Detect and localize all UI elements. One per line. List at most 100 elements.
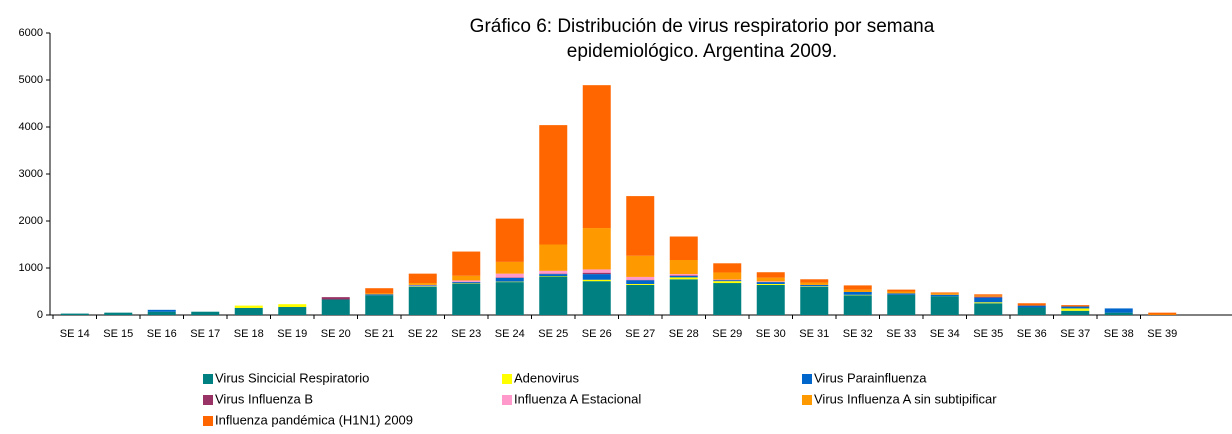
bar-segment: [1061, 306, 1090, 309]
bar-segment: [408, 283, 437, 285]
bar-segment: [626, 280, 655, 284]
x-tick-label: SE 16: [147, 328, 177, 340]
bar-segment: [1061, 305, 1090, 307]
legend-swatch: [502, 395, 512, 405]
bar-segment: [452, 282, 481, 284]
bar-segment: [495, 261, 524, 274]
bar-segment: [974, 302, 1003, 304]
legend-label: Influenza pandémica (H1N1) 2009: [215, 412, 413, 427]
bar-segment: [974, 296, 1003, 298]
bar-segment: [1017, 305, 1046, 308]
bar-segment: [626, 196, 655, 256]
bar-segment: [408, 273, 437, 284]
legend-swatch: [802, 374, 812, 384]
bar-segment: [800, 286, 829, 315]
x-tick-label: SE 19: [277, 328, 307, 340]
bar-segment: [930, 292, 959, 294]
x-tick-label: SE 18: [234, 328, 264, 340]
bar-segment: [1148, 312, 1177, 315]
bar-segment: [365, 295, 394, 315]
x-tick-label: SE 32: [843, 328, 873, 340]
bar-segment: [452, 275, 481, 281]
bar-segment: [278, 304, 307, 308]
legend-label: Virus Sincicial Respiratorio: [215, 370, 369, 385]
chart-title: epidemiológico. Argentina 2009.: [567, 41, 837, 62]
y-tick-label: 4000: [19, 121, 43, 133]
bar-segment: [974, 295, 1003, 297]
bar-segment: [669, 260, 698, 275]
bar-segment: [843, 289, 872, 292]
bar-segment: [887, 293, 916, 295]
x-tick-label: SE 34: [930, 328, 960, 340]
bar-segment: [974, 303, 1003, 315]
bar-segment: [669, 277, 698, 280]
bar-segment: [1061, 310, 1090, 315]
bar-segment: [756, 282, 785, 284]
bar-segment: [582, 274, 611, 280]
legend-swatch: [203, 416, 213, 426]
x-tick-label: SE 31: [799, 328, 829, 340]
y-tick-label: 6000: [19, 27, 43, 39]
x-tick-label: SE 39: [1147, 328, 1177, 340]
bar-segment: [843, 291, 872, 295]
x-tick-label: SE 27: [625, 328, 655, 340]
bar-segment: [1104, 312, 1133, 315]
bar-segment: [582, 269, 611, 273]
bar-segment: [365, 288, 394, 294]
x-tick-label: SE 35: [973, 328, 1003, 340]
bar-segment: [669, 279, 698, 315]
x-tick-label: SE 36: [1017, 328, 1047, 340]
bar-segment: [1017, 307, 1046, 315]
bar-segment: [756, 283, 785, 285]
bar-segment: [147, 309, 176, 312]
bar-segment: [582, 85, 611, 229]
x-tick-label: SE 20: [321, 328, 351, 340]
bar-segment: [669, 275, 698, 278]
bar-segment: [452, 280, 481, 282]
bar-segment: [278, 307, 307, 315]
bar-segment: [626, 283, 655, 285]
x-tick-label: SE 14: [60, 328, 90, 340]
bar-segment: [408, 286, 437, 315]
bar-segment: [843, 295, 872, 315]
legend-swatch: [502, 374, 512, 384]
bar-segment: [104, 312, 133, 315]
bar-segment: [1061, 308, 1090, 311]
bar-segment: [321, 297, 350, 300]
bar-segment: [1104, 308, 1133, 313]
x-tick-label: SE 23: [451, 328, 481, 340]
x-tick-label: SE 25: [538, 328, 568, 340]
y-tick-label: 2000: [19, 215, 43, 227]
bar-segment: [713, 272, 742, 280]
bar-segment: [582, 279, 611, 282]
bar-segment: [539, 244, 568, 271]
bar-segment: [756, 284, 785, 315]
bar-segment: [974, 294, 1003, 296]
legend-swatch: [802, 395, 812, 405]
y-tick-label: 0: [37, 309, 43, 321]
x-tick-label: SE 33: [886, 328, 916, 340]
bar-segment: [713, 263, 742, 273]
legend-swatch: [203, 395, 213, 405]
bar-segment: [365, 294, 394, 296]
bar-segment: [495, 282, 524, 315]
x-tick-label: SE 37: [1060, 328, 1090, 340]
legend-label: Influenza A Estacional: [514, 391, 641, 406]
legend-swatch: [203, 374, 213, 384]
bar-segment: [713, 280, 742, 282]
bar-segment: [930, 294, 959, 297]
bar-segment: [626, 276, 655, 280]
y-tick-label: 3000: [19, 168, 43, 180]
bar-segment: [887, 291, 916, 294]
x-tick-label: SE 15: [103, 328, 133, 340]
x-tick-label: SE 38: [1104, 328, 1134, 340]
bar-segment: [452, 283, 481, 315]
bar-segment: [234, 305, 263, 308]
bar-segment: [365, 293, 394, 295]
x-tick-label: SE 26: [582, 328, 612, 340]
bar-segment: [495, 273, 524, 278]
bar-segment: [974, 297, 1003, 303]
bar-segment: [669, 236, 698, 261]
bar-segment: [626, 284, 655, 315]
